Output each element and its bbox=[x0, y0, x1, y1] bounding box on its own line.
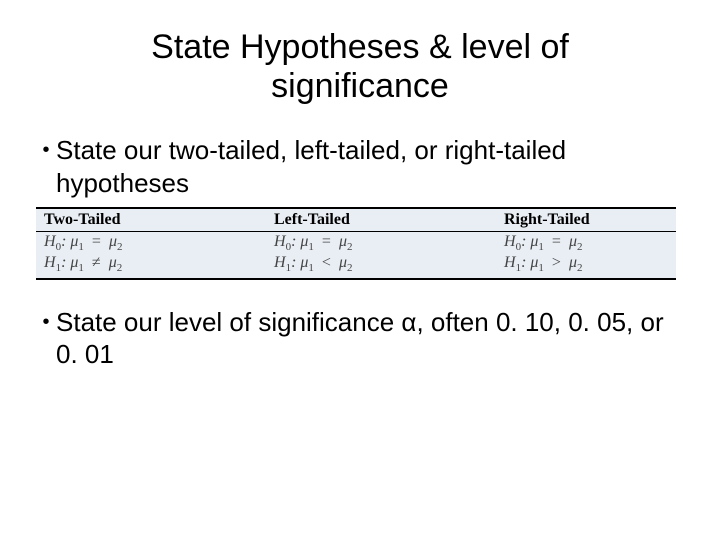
bullet-dot-icon: • bbox=[36, 306, 56, 338]
bullet-dot-icon: • bbox=[36, 134, 56, 166]
bullet-text: State our level of significance α, often… bbox=[56, 306, 684, 371]
slide-title: State Hypotheses & level of significance bbox=[100, 28, 620, 106]
hypotheses-table-container: Two-Tailed Left-Tailed Right-Tailed H0: … bbox=[36, 207, 684, 279]
table-row: H1: μ1 ≠ μ2 H1: μ1 < μ2 H1: μ1 > μ2 bbox=[36, 253, 676, 278]
bullet-item: • State our level of significance α, oft… bbox=[36, 306, 684, 371]
cell-h1-left: H1: μ1 < μ2 bbox=[266, 253, 496, 278]
header-right-tailed: Right-Tailed bbox=[496, 208, 676, 232]
hypotheses-table: Two-Tailed Left-Tailed Right-Tailed H0: … bbox=[36, 207, 676, 279]
cell-h1-two: H1: μ1 ≠ μ2 bbox=[36, 253, 266, 278]
cell-h1-right: H1: μ1 > μ2 bbox=[496, 253, 676, 278]
table-row: H0: μ1 = μ2 H0: μ1 = μ2 H0: μ1 = μ2 bbox=[36, 232, 676, 254]
bullet-item: • State our two-tailed, left-tailed, or … bbox=[36, 134, 684, 199]
cell-h0-right: H0: μ1 = μ2 bbox=[496, 232, 676, 254]
table-header-row: Two-Tailed Left-Tailed Right-Tailed bbox=[36, 208, 676, 232]
slide: State Hypotheses & level of significance… bbox=[0, 0, 720, 540]
cell-h0-left: H0: μ1 = μ2 bbox=[266, 232, 496, 254]
cell-h0-two: H0: μ1 = μ2 bbox=[36, 232, 266, 254]
header-two-tailed: Two-Tailed bbox=[36, 208, 266, 232]
header-left-tailed: Left-Tailed bbox=[266, 208, 496, 232]
bullet-text: State our two-tailed, left-tailed, or ri… bbox=[56, 134, 684, 199]
